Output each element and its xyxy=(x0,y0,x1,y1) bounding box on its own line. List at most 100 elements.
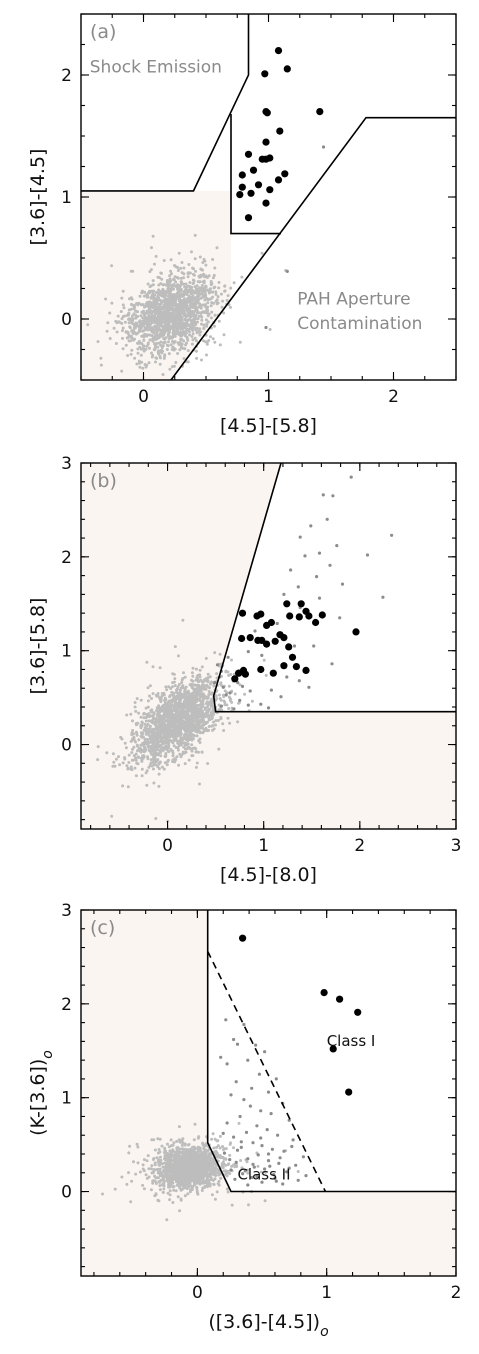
field-point xyxy=(141,320,145,324)
field-point xyxy=(158,696,161,700)
field-point xyxy=(217,280,221,284)
field-point xyxy=(130,314,134,318)
field-point xyxy=(147,749,151,753)
field-point xyxy=(197,305,201,309)
field-point xyxy=(164,744,168,748)
field-point xyxy=(190,738,194,742)
field-point xyxy=(174,1175,178,1179)
field-point xyxy=(215,246,219,250)
field-point xyxy=(159,1173,163,1177)
data-point xyxy=(257,665,265,674)
data-point xyxy=(274,176,283,184)
field-point xyxy=(185,341,188,345)
field-point xyxy=(162,332,166,336)
field-point xyxy=(184,331,188,335)
field-point xyxy=(142,349,146,353)
field-point xyxy=(174,746,178,749)
field-point xyxy=(187,1178,191,1181)
field-point xyxy=(162,356,166,360)
field-point xyxy=(136,755,140,759)
field-point xyxy=(213,266,217,270)
data-point xyxy=(228,691,232,695)
field-point xyxy=(176,697,180,701)
data-point xyxy=(295,613,303,621)
field-point xyxy=(168,694,172,697)
panel-c: 0 1 20123([3.6]-[4.5])o(K-[3.6])o(c)Class … xyxy=(27,901,461,1340)
field-point xyxy=(170,1153,174,1157)
field-point xyxy=(153,300,156,304)
field-point xyxy=(181,676,185,680)
field-point xyxy=(196,1136,200,1140)
field-point xyxy=(152,1138,156,1142)
field-point xyxy=(140,360,144,364)
field-point xyxy=(199,726,202,730)
field-point xyxy=(191,282,195,285)
field-point xyxy=(206,672,210,676)
data-point xyxy=(250,1086,254,1090)
field-point xyxy=(203,275,207,279)
field-point xyxy=(124,330,128,334)
field-point xyxy=(202,1147,206,1151)
data-point xyxy=(309,524,313,528)
field-point xyxy=(156,1198,160,1202)
field-point xyxy=(191,1185,195,1189)
field-point xyxy=(145,304,149,308)
field-point xyxy=(130,768,134,772)
field-point xyxy=(172,727,176,731)
field-point xyxy=(119,310,123,313)
field-point xyxy=(133,356,137,360)
field-point xyxy=(115,321,119,325)
field-point xyxy=(178,305,182,309)
field-point xyxy=(120,1175,124,1179)
field-point xyxy=(164,698,168,702)
data-point xyxy=(281,170,289,178)
data-point xyxy=(338,616,342,620)
field-point xyxy=(233,692,237,696)
field-point xyxy=(189,314,193,318)
field-point xyxy=(212,1182,216,1186)
field-point xyxy=(256,1164,260,1168)
field-point xyxy=(194,750,198,754)
field-point xyxy=(172,744,176,748)
field-point xyxy=(140,767,144,771)
data-point xyxy=(248,1104,252,1108)
field-point xyxy=(142,712,146,716)
field-point xyxy=(142,344,146,348)
field-point xyxy=(143,722,147,726)
field-point xyxy=(190,720,194,724)
field-point xyxy=(179,702,183,706)
field-point xyxy=(237,701,241,705)
x-tick-label: 2 xyxy=(388,387,399,407)
field-point xyxy=(149,744,153,748)
field-point xyxy=(130,751,134,755)
data-point xyxy=(238,1114,242,1119)
data-point xyxy=(261,70,269,78)
field-point xyxy=(156,765,160,769)
field-point xyxy=(171,735,175,739)
field-point xyxy=(194,269,197,273)
field-point xyxy=(170,336,174,340)
field-point xyxy=(219,292,223,296)
field-point xyxy=(179,288,183,292)
field-point xyxy=(195,1185,199,1189)
field-point xyxy=(167,744,171,748)
field-point xyxy=(207,718,211,722)
field-point xyxy=(190,754,194,758)
field-point xyxy=(209,281,213,285)
field-point xyxy=(176,310,180,313)
field-point xyxy=(193,257,197,261)
field-point xyxy=(151,234,155,238)
field-point xyxy=(128,1144,132,1148)
field-point xyxy=(219,1176,223,1180)
field-point xyxy=(229,286,233,290)
field-point xyxy=(214,719,218,723)
field-point xyxy=(126,785,130,789)
field-point xyxy=(154,758,158,762)
field-point xyxy=(131,719,134,723)
field-point xyxy=(181,1141,185,1145)
field-point xyxy=(150,246,153,250)
field-point xyxy=(139,715,143,719)
field-point xyxy=(191,1156,195,1160)
data-point xyxy=(282,592,286,597)
field-point xyxy=(161,294,164,298)
